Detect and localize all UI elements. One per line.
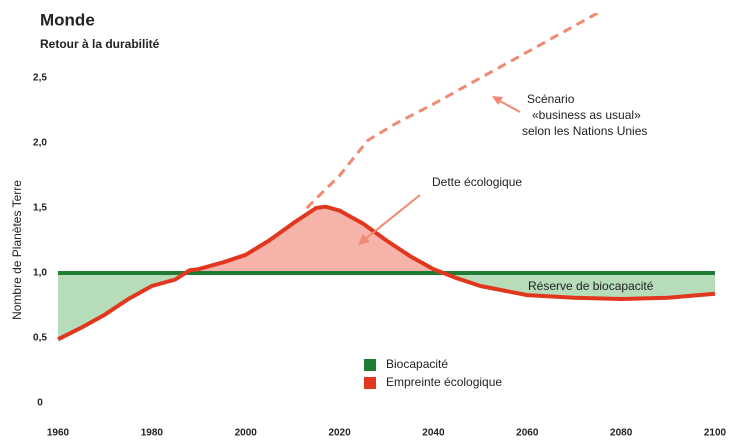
arrow-head: [358, 234, 370, 245]
legend-swatch: [364, 359, 376, 371]
annotation: Réserve de biocapacité: [528, 279, 654, 293]
chart-title: Monde: [40, 10, 95, 29]
annotation: «business as usual»: [532, 108, 641, 122]
y-axis-label: Nombre de Planètes Terre: [10, 180, 24, 320]
y-tick-label: 0: [37, 398, 43, 409]
x-tick-label: 2020: [328, 428, 351, 439]
deficit-area: [58, 206, 715, 273]
y-tick-label: 2,5: [33, 73, 47, 84]
x-tick-label: 2100: [704, 428, 727, 439]
y-tick-label: 0,5: [33, 333, 47, 344]
arrow: [363, 194, 421, 241]
arrow-head: [492, 96, 503, 105]
legend-swatch: [364, 377, 376, 389]
x-tick-label: 1980: [141, 428, 164, 439]
arrows: [358, 96, 521, 245]
annotation: Dette écologique: [432, 175, 522, 189]
lines: [57, 13, 716, 342]
y-tick-label: 1,0: [33, 268, 47, 279]
x-tick-label: 2060: [516, 428, 539, 439]
legend-label: Biocapacité: [386, 357, 448, 371]
arrow: [497, 99, 521, 113]
series-line: [57, 204, 716, 342]
chart-subtitle: Retour à la durabilité: [40, 37, 160, 51]
x-tick-label: 2040: [422, 428, 445, 439]
y-tick-label: 2,0: [33, 138, 47, 149]
reserve-area: [58, 273, 715, 340]
x-tick-label: 1960: [47, 428, 70, 439]
x-tick-label: 2000: [235, 428, 258, 439]
legend: Biocapacité Empreinte écologique: [364, 357, 502, 389]
x-tick-label: 2080: [610, 428, 633, 439]
annotation: Scénario: [527, 92, 575, 106]
y-tick-label: 1,5: [33, 203, 47, 214]
legend-label: Empreinte écologique: [386, 375, 502, 389]
fill-areas: [58, 206, 715, 340]
series-line: [305, 13, 599, 210]
annotation: selon les Nations Unies: [522, 124, 647, 138]
